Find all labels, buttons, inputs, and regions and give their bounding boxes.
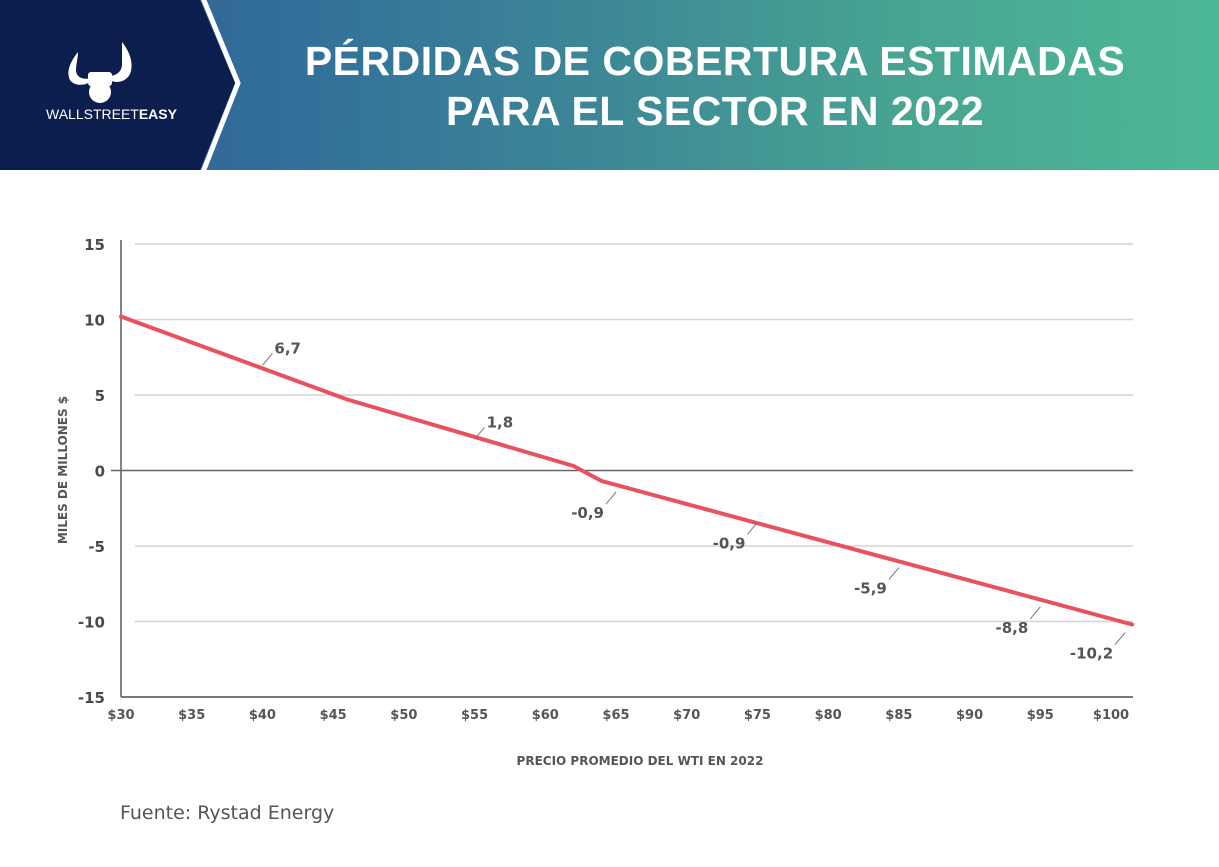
x-tick-label: $95: [1027, 708, 1054, 723]
x-tick-label: $65: [602, 708, 629, 723]
data-label: -8,8: [995, 619, 1028, 637]
chevron-divider: [201, 0, 241, 170]
x-tick-label: $90: [956, 708, 983, 723]
x-tick-label: $30: [107, 708, 134, 723]
series-line: [119, 314, 1135, 627]
x-tick-label: $85: [885, 708, 912, 723]
leader-line: [605, 491, 617, 505]
title-line-1: PÉRDIDAS DE COBERTURA ESTIMADAS: [304, 38, 1126, 84]
brand-light-text: WALLSTREET: [46, 106, 139, 122]
x-tick-label: $55: [461, 708, 488, 723]
y-tick-label: -5: [88, 538, 105, 556]
leader-line: [747, 521, 758, 535]
x-tick-label: $60: [532, 708, 559, 723]
x-tick-label: $35: [178, 708, 205, 723]
series-layer: [119, 314, 1135, 627]
leader-line: [888, 567, 900, 580]
leader-line: [1114, 632, 1126, 645]
brand-wordmark: WALLSTREETEASY: [46, 106, 177, 122]
data-label-layer: 6,7 1,8 -0,9 -0,9 -5,9 -8,8 -10,2: [262, 339, 1126, 663]
data-label: -0,9: [571, 504, 604, 522]
data-label: -5,9: [854, 580, 887, 598]
y-axis-label: MILES DE MILLONES $: [56, 396, 70, 544]
x-tick-label: $80: [815, 708, 842, 723]
x-tick-label: $50: [390, 708, 417, 723]
leader-line: [262, 353, 273, 366]
brand-bold-text: EASY: [138, 106, 177, 122]
x-tick-label: $40: [249, 708, 276, 723]
header-banner: WALLSTREETEASY PÉRDIDAS DE COBERTURA EST…: [0, 0, 1219, 170]
data-label: -10,2: [1070, 645, 1113, 663]
x-tick-label: $70: [673, 708, 700, 723]
data-label: 6,7: [274, 339, 301, 357]
title-line-2: PARA EL SECTOR EN 2022: [445, 88, 985, 134]
source-note: Fuente: Rystad Energy: [120, 802, 335, 824]
grid-layer: [135, 243, 1133, 623]
logo-panel: WALLSTREETEASY: [0, 0, 260, 170]
y-tick-label: 15: [84, 236, 105, 254]
data-label: -0,9: [713, 534, 746, 552]
data-label: 1,8: [487, 413, 514, 431]
y-tick-label: 10: [84, 312, 105, 330]
y-tick-label: -15: [78, 689, 105, 707]
logo-chevron-shape: [0, 0, 241, 170]
x-axis-label: PRECIO PROMEDIO DEL WTI EN 2022: [517, 754, 764, 768]
x-tick-label: $100: [1093, 708, 1129, 723]
y-tick-label: 5: [95, 387, 105, 405]
x-tick-label: $45: [320, 708, 347, 723]
leader-line: [474, 426, 485, 440]
x-tick-label: $75: [744, 708, 771, 723]
leader-line: [1029, 606, 1041, 620]
bull-horns-fist-icon: [68, 42, 132, 103]
axis-layer: 15 10 5 0 -5 -10 -15$30 $35 $40 $45 $50 $55 $60 $65 $7…: [78, 236, 1133, 723]
y-tick-label: 0: [95, 463, 105, 481]
logo-panel-background: [0, 0, 235, 170]
page-title: PÉRDIDAS DE COBERTURA ESTIMADAS PARA EL …: [240, 36, 1190, 136]
y-tick-label: -10: [78, 614, 105, 632]
